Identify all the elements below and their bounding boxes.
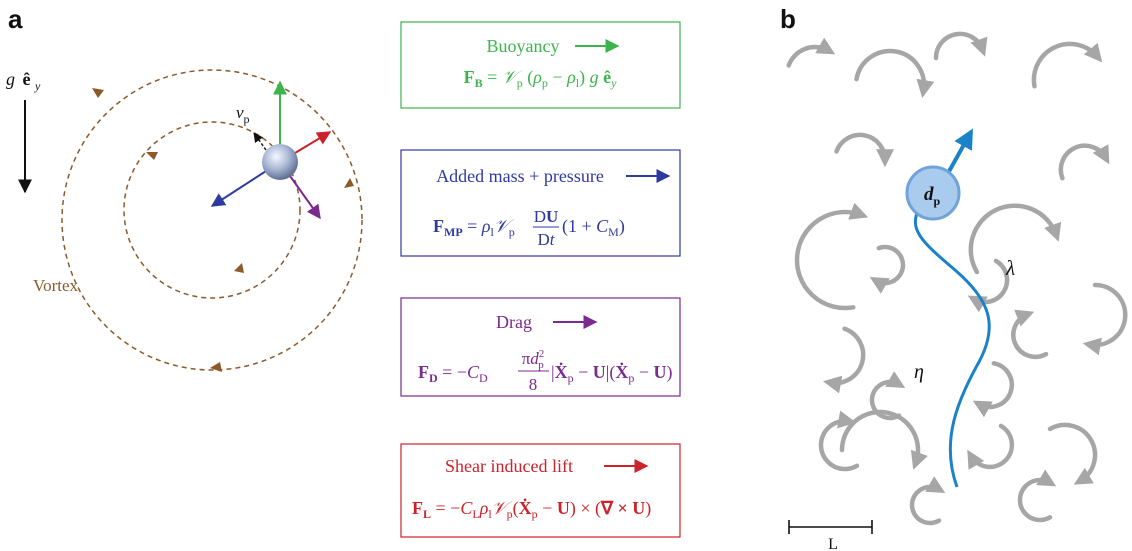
eddy-field <box>786 31 1128 526</box>
lift-box: Shear induced lift FL = −CLρl𝒱p(Ẋp − U) … <box>400 443 681 538</box>
length-scale-bar: L <box>788 520 873 551</box>
buoyancy-box: Buoyancy FB = 𝒱p (ρp − ρl) g êy <box>400 21 681 109</box>
gravity-indicator: g ê y <box>6 69 41 194</box>
svg-text:g ê y: g ê y <box>6 69 41 93</box>
lift-title: Shear induced lift <box>445 456 573 476</box>
drag-box: Drag FD = −CD πd2 p 8 |Ẋp − U|(Ẋp − U) <box>400 297 681 397</box>
vortex-inner-circle <box>123 121 301 299</box>
svg-text:|Ẋp − U|(Ẋp − U): |Ẋp − U|(Ẋp − U) <box>551 362 673 385</box>
eddy-arc <box>1058 143 1110 181</box>
panel-a-label: a <box>8 4 23 34</box>
added-mass-frac-den: Dt <box>537 230 555 249</box>
eddy-arc <box>794 202 869 311</box>
eddy-arc <box>854 48 935 98</box>
vortex-arrowheads <box>92 88 354 372</box>
buoyancy-equation: FB = 𝒱p (ρp − ρl) g êy <box>464 67 617 90</box>
particle-trajectory <box>913 193 991 488</box>
eddy-arc <box>967 423 1015 470</box>
eddy-arc <box>823 326 866 394</box>
eddy-arc <box>972 361 1015 418</box>
gravity-subscript: y <box>34 79 41 93</box>
eddy-arc <box>1031 41 1103 89</box>
length-scale-label: L <box>828 536 838 551</box>
added-mass-box: Added mass + pressure FMP = ρl𝒱p DU Dt (… <box>400 149 681 257</box>
added-mass-equation: FMP = ρl𝒱p <box>433 216 515 239</box>
vortex-label: Vortex <box>33 276 79 295</box>
eddy-arc <box>1017 469 1057 523</box>
gravity-g: g <box>6 69 15 89</box>
eta-label: η <box>914 361 924 383</box>
particle-force-vectors: vp <box>210 80 332 220</box>
vortex-outer-circle <box>61 69 363 371</box>
eddy-arc <box>1082 282 1128 356</box>
vortex <box>61 69 363 371</box>
velocity-label: vp <box>236 103 250 126</box>
drag-frac-den: 8 <box>529 375 538 394</box>
lambda-label: λ <box>1005 256 1015 280</box>
velocity-vector <box>253 132 267 151</box>
particle-sphere <box>262 144 298 180</box>
eddy-arc <box>1011 309 1049 360</box>
lift-equation: FL = −CLρl𝒱p(Ẋp − U) × (∇ × U) <box>412 498 651 521</box>
vortex-arrowhead <box>234 263 244 273</box>
drag-equation: FD = −CD <box>418 362 488 385</box>
drag-frac-num: πd2 p <box>522 348 545 371</box>
svg-text:(1 + CM): (1 + CM) <box>562 216 625 239</box>
panel-b-label: b <box>780 4 796 34</box>
vortex-arrowhead <box>210 362 222 372</box>
drag-title: Drag <box>496 312 532 332</box>
vortex-arrowhead <box>92 88 104 98</box>
gravity-unit-vector: ê <box>23 69 31 89</box>
eddy-arc <box>1047 422 1098 485</box>
eddy-arc <box>909 476 946 526</box>
vortex-arrowhead <box>344 178 354 188</box>
eddy-arc <box>869 244 906 294</box>
vortex-arrowhead <box>146 152 158 160</box>
added-mass-frac-num: DU <box>534 207 559 226</box>
eddy-arc <box>968 203 1062 275</box>
eddy-arc <box>834 132 895 168</box>
eddy-arc <box>933 31 988 61</box>
buoyancy-title: Buoyancy <box>487 36 560 56</box>
particle-dp: dp <box>905 165 961 221</box>
eddy-arc <box>786 37 836 68</box>
eddy-arc <box>839 409 928 470</box>
added-mass-title: Added mass + pressure <box>436 166 604 186</box>
eddy-arc <box>818 410 860 472</box>
svg-text:dp: dp <box>924 184 941 208</box>
eddy-arc <box>869 371 906 421</box>
